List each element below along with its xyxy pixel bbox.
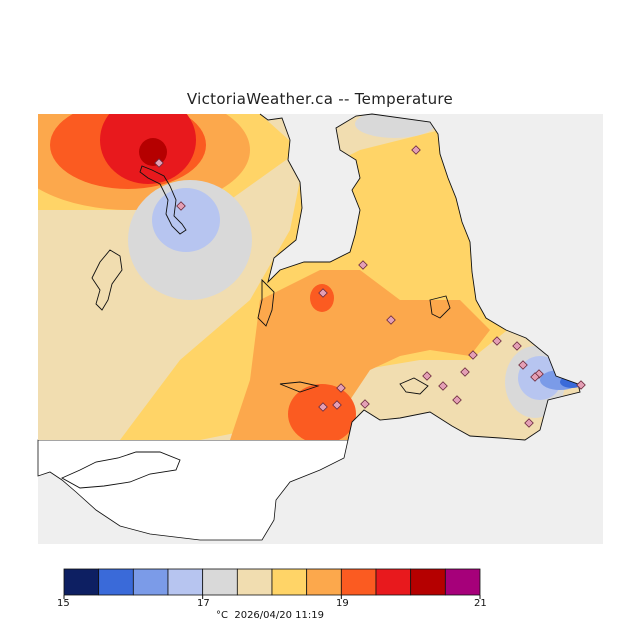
- contour-16-5-cool: [152, 188, 220, 252]
- scale-swatch: [203, 569, 238, 595]
- warm-spot-south: [288, 384, 356, 444]
- scale-swatch: [99, 569, 134, 595]
- scale-swatch: [341, 569, 376, 595]
- scale-swatch: [133, 569, 168, 595]
- scale-swatch: [237, 569, 272, 595]
- scale-swatch: [445, 569, 480, 595]
- scale-swatch: [272, 569, 307, 595]
- scale-swatch: [168, 569, 203, 595]
- color-scale-bar: [64, 569, 480, 599]
- scale-swatch: [307, 569, 342, 595]
- scale-swatch: [376, 569, 411, 595]
- warm-spot-center: [310, 284, 334, 312]
- scale-swatch: [64, 569, 99, 595]
- contour-20-nw: [139, 138, 167, 166]
- scale-swatch: [411, 569, 446, 595]
